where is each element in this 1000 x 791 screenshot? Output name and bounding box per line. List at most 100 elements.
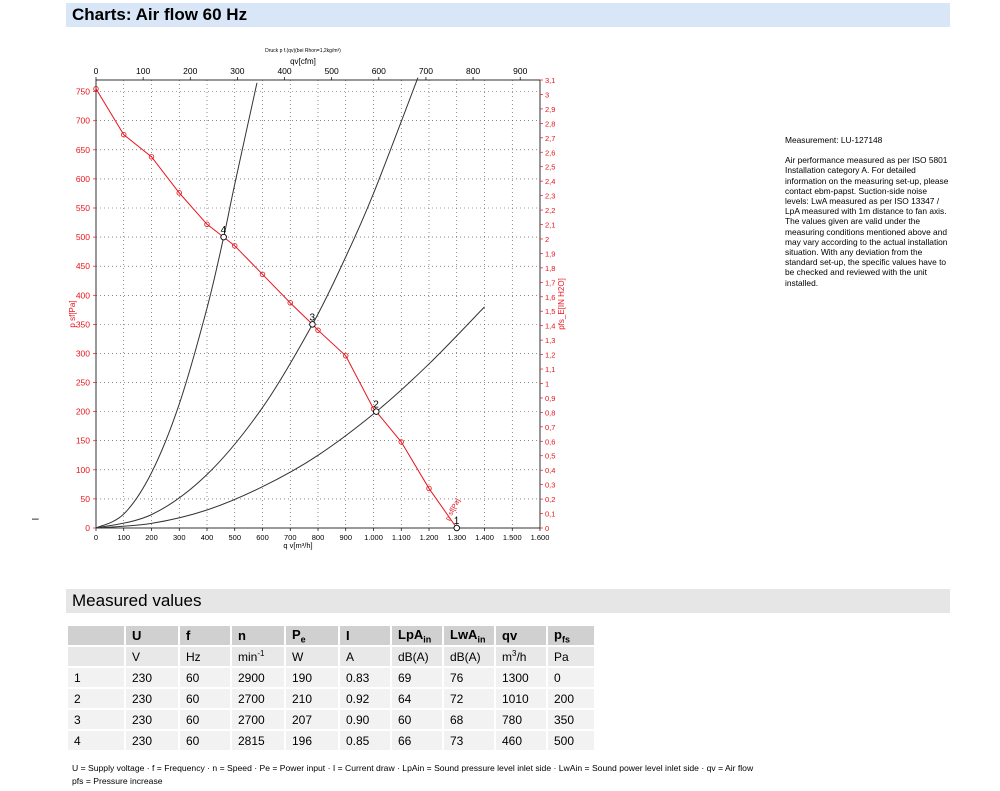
y-left-tick-label: 350 — [76, 319, 90, 329]
y-right-tick-label: 0,8 — [545, 408, 555, 417]
y-right-tick-label: 2,8 — [545, 119, 555, 128]
y-right-tick-label: 1 — [545, 379, 549, 388]
table-cell: 1 — [68, 668, 124, 687]
table-cell: 230 — [126, 710, 178, 729]
table-cell: 0 — [548, 668, 594, 687]
table-cell: 230 — [126, 731, 178, 750]
x-bottom-tick-label: 1.000 — [364, 533, 383, 542]
table-cell: 1010 — [496, 689, 546, 708]
fan-curve-point — [315, 327, 321, 333]
x-top-tick-label: 900 — [513, 66, 527, 76]
header-cell-power: Pe — [286, 626, 338, 645]
x-top-tick-label: 600 — [372, 66, 386, 76]
table-cell: 2900 — [232, 668, 284, 687]
chart-title: Druck p f.(qv)(bei Rhon=1,2kg/m³) — [265, 48, 341, 54]
table-cell: 60 — [180, 668, 230, 687]
fan-curve-point — [287, 300, 293, 306]
y-right-axis-label: pfs_E[IN H2O] — [557, 278, 566, 330]
x-top-tick-label: 500 — [325, 66, 339, 76]
y-left-tick-label: 450 — [76, 261, 90, 271]
unit-cell: Pa — [548, 647, 594, 666]
y-right-tick-label: 2,5 — [545, 163, 555, 172]
table-cell: 780 — [496, 710, 546, 729]
operating-point-4 — [220, 233, 227, 241]
y-right-tick-label: 1,7 — [545, 278, 555, 287]
fan-curve-point — [232, 243, 238, 249]
y-left-tick-label: 400 — [76, 290, 90, 300]
table-cell: 68 — [444, 710, 494, 729]
y-right-tick-label: 3 — [545, 90, 549, 99]
y-right-tick-label: 1,9 — [545, 249, 555, 258]
x-top-tick-label: 400 — [277, 66, 291, 76]
table-cell: 69 — [392, 668, 442, 687]
air-flow-chart: 0 100 200 300 400 500 600 700 800 900 1.000 1.100 1.… — [68, 48, 566, 550]
x-bottom-tick-label: 500 — [228, 533, 241, 542]
table-cell: 4 — [68, 731, 124, 750]
operating-point-1 — [453, 524, 461, 532]
y-left-tick-label: 0 — [85, 523, 90, 533]
table-row: 1 230 60 2900 190 0.83 69 76 1300 0 — [68, 668, 594, 687]
table-cell: 2 — [68, 689, 124, 708]
x-bottom-tick-label: 100 — [117, 533, 130, 542]
measured-section-title: Measured values — [72, 591, 202, 610]
unit-cell: A — [340, 647, 390, 666]
operating-point-3 — [309, 321, 316, 328]
y-right-tick-label: 1,6 — [545, 293, 555, 302]
measurement-notes: Measurement: LU-127148 Air performance m… — [785, 135, 950, 298]
y-right-tick-label: 2,7 — [545, 134, 555, 143]
table-cell: 72 — [444, 689, 494, 708]
fan-curve-point — [398, 439, 404, 445]
y-right-tick-label: 3,1 — [545, 76, 555, 85]
system-curve-2 — [95, 306, 485, 529]
y-right-tick-label: 2 — [545, 235, 549, 244]
header-cell-voltage: U — [126, 626, 178, 645]
measured-values-table: U f n Pe I LpAin LwAin qv pfs V Hz min-1… — [66, 624, 596, 752]
unit-cell: m3/h — [496, 647, 546, 666]
table-cell: 230 — [126, 689, 178, 708]
table-cell: 500 — [548, 731, 594, 750]
y-left-tick-label: 750 — [76, 87, 90, 97]
x-bottom-tick-label: 1.200 — [420, 533, 439, 542]
y-right-tick-label: 0,4 — [545, 466, 555, 475]
table-cell: 210 — [286, 689, 338, 708]
x-top-tick-label: 700 — [419, 66, 433, 76]
header-cell-current: I — [340, 626, 390, 645]
system-curve-4 — [95, 82, 258, 529]
x-bottom-tick-label: 1.400 — [475, 533, 494, 542]
header-cell-frequency: f — [180, 626, 230, 645]
y-left-tick-label: 600 — [76, 174, 90, 184]
x-bottom-tick-label: 900 — [339, 533, 352, 542]
x-bottom-tick-label: 300 — [173, 533, 186, 542]
legend-line-1: U = Supply voltage · f = Frequency · n =… — [72, 763, 754, 773]
fan-curve-point — [93, 86, 99, 92]
table-cell: 60 — [180, 731, 230, 750]
fan-curve-point — [259, 271, 266, 278]
unit-cell: V — [126, 647, 178, 666]
fan-curve-point — [121, 131, 127, 138]
chart-section-header: Charts: Air flow 60 Hz — [66, 3, 950, 27]
table-cell: 73 — [444, 731, 494, 750]
y-right-tick-label: 2,3 — [545, 192, 555, 201]
measurement-description: Air performance measured as per ISO 5801… — [785, 155, 949, 288]
x-top-tick-label: 0 — [94, 66, 99, 76]
table-cell: 0.90 — [340, 710, 390, 729]
table-cell: 2700 — [232, 710, 284, 729]
x-top-tick-label: 800 — [466, 66, 480, 76]
y-right-tick-label: 0 — [545, 524, 549, 533]
y-right-tick-label: 2,2 — [545, 206, 555, 215]
header-cell-pressure: pfs — [548, 626, 594, 645]
fan-curve-point — [148, 154, 155, 160]
system-curve-3 — [95, 77, 419, 529]
table-row: 2 230 60 2700 210 0.92 64 72 1010 200 — [68, 689, 594, 708]
x-top-tick-label: 100 — [136, 66, 150, 76]
table-cell: 350 — [548, 710, 594, 729]
x-bottom-tick-label: 200 — [145, 533, 158, 542]
y-right-tick-label: 0,3 — [545, 481, 555, 490]
unit-cell: Hz — [180, 647, 230, 666]
table-header-row: U f n Pe I LpAin LwAin qv pfs — [68, 626, 594, 645]
y-left-tick-label: 250 — [76, 378, 90, 388]
table-cell: 0.85 — [340, 731, 390, 750]
fan-curve-line — [95, 88, 458, 529]
operating-point-label: 2 — [373, 400, 379, 411]
x-bottom-tick-label: 1.600 — [531, 533, 550, 542]
